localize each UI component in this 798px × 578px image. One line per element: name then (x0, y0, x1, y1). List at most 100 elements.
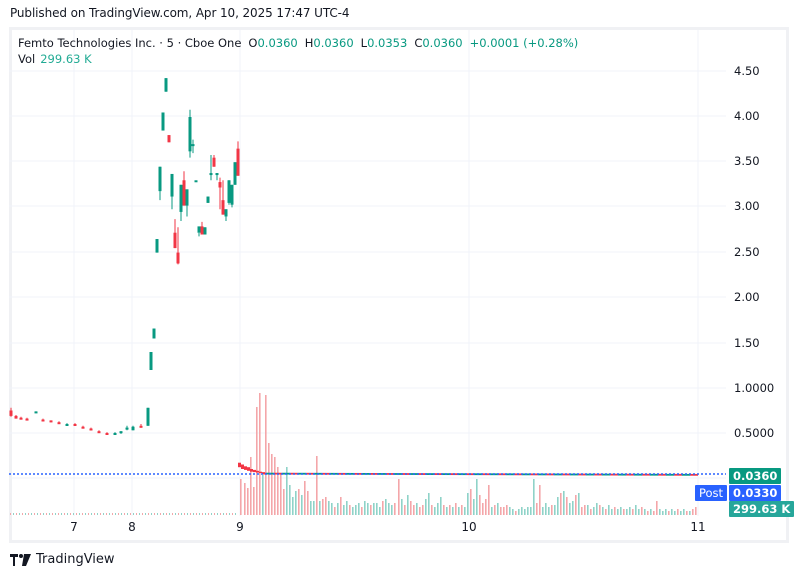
time-axis[interactable]: 7 8 9 10 11 (9, 516, 726, 540)
volume-bar (464, 507, 466, 515)
volume-bar (310, 501, 312, 515)
volume-bar (518, 509, 520, 515)
volume-bar (452, 507, 454, 515)
volume-bar (596, 503, 598, 515)
volume-bar (641, 507, 643, 515)
price-tick-label: 2.00 (734, 290, 760, 304)
volume-bar (352, 507, 354, 515)
price-tick-label: 4.00 (734, 109, 760, 123)
candle (218, 182, 222, 188)
volume-value: 299.63 K (40, 52, 92, 66)
volume-bar (337, 503, 339, 515)
volume-bar (671, 509, 673, 515)
volume-bar (434, 507, 436, 515)
volume-bar (602, 507, 604, 515)
volume-bar (419, 507, 421, 515)
tradingview-brand: TradingView (36, 552, 115, 567)
chart-plot-area[interactable] (9, 30, 726, 516)
time-tick-label: 11 (690, 520, 706, 534)
price-tick-label: 2.50 (734, 245, 760, 259)
chart-frame (9, 27, 789, 543)
volume-bar (614, 507, 616, 515)
candle (221, 200, 225, 215)
volume-bar (548, 507, 550, 515)
close-value: 0.0360 (422, 36, 463, 50)
candle (161, 112, 165, 131)
candle (227, 180, 231, 203)
volume-bar (385, 499, 387, 515)
volume-bar (692, 509, 694, 515)
volume-bar (551, 505, 553, 515)
volume-bar (358, 503, 360, 515)
candle (203, 227, 207, 235)
volume-bar (271, 454, 273, 515)
volume-bar (286, 467, 288, 515)
candle (194, 180, 198, 183)
volume-bar (437, 503, 439, 515)
volume-bar (587, 505, 589, 515)
volume-bar (253, 487, 255, 515)
volume-bar (485, 499, 487, 515)
close-label: C (414, 36, 423, 50)
candle (206, 196, 210, 203)
volume-bar (289, 485, 291, 515)
volume-bar (322, 499, 324, 515)
volume-bar (265, 395, 267, 515)
post-label-badge: Post (695, 485, 728, 501)
volume-bar (379, 507, 381, 515)
candle (81, 426, 85, 429)
volume-bar (410, 501, 412, 515)
volume-bar (695, 507, 697, 515)
volume-bar (268, 443, 270, 515)
volume-bar (394, 503, 396, 515)
volume-bar (584, 505, 586, 515)
volume-bar (277, 467, 279, 515)
volume-bar (307, 491, 309, 515)
volume-bar (298, 489, 300, 515)
candlestick-chart[interactable] (9, 30, 726, 516)
candle (49, 420, 53, 423)
time-tick-label: 9 (236, 520, 244, 534)
volume-bar (446, 507, 448, 515)
ohlc-line: Femto Technologies Inc. · 5 · Cboe One O0… (18, 35, 578, 51)
candle (185, 189, 189, 206)
volume-bar (605, 509, 607, 515)
volume-bar (677, 509, 679, 515)
volume-bar (572, 501, 574, 515)
volume-bar (497, 503, 499, 515)
volume-bar (623, 509, 625, 515)
volume-bar (425, 499, 427, 515)
volume-bar (304, 481, 306, 515)
volume-bar (334, 507, 336, 515)
volume-bar (364, 501, 366, 515)
volume-bar (686, 511, 688, 515)
volume-bar (244, 483, 246, 515)
price-tick-label: 0.5000 (734, 426, 775, 440)
published-caption: Published on TradingView.com, Apr 10, 20… (10, 6, 350, 20)
volume-bar (355, 505, 357, 515)
volume-bar (373, 503, 375, 515)
volume-line: Vol 299.63 K (18, 51, 578, 67)
volume-bar (593, 507, 595, 515)
candle (188, 117, 192, 152)
price-axis[interactable]: 4.50 4.00 3.50 3.00 2.50 2.00 1.50 1.0000 0.5000 (726, 30, 786, 516)
volume-bar (629, 507, 631, 515)
volume-bar (431, 505, 433, 515)
candle (173, 232, 177, 249)
volume-bar (524, 509, 526, 515)
low-label: L (360, 36, 368, 50)
volume-bar (292, 497, 294, 515)
volume-bar (515, 511, 517, 515)
volume-bar (461, 505, 463, 515)
volume-bar (388, 503, 390, 515)
volume-bar (404, 505, 406, 515)
volume-bar (482, 503, 484, 515)
symbol-title[interactable]: Femto Technologies Inc. · 5 · Cboe One (18, 36, 242, 50)
volume-bar (632, 509, 634, 515)
volume-bar (488, 485, 490, 515)
candle (179, 184, 183, 212)
high-label: H (304, 36, 314, 50)
volume-bar (563, 491, 565, 515)
volume-bar (262, 475, 264, 515)
candle (139, 425, 143, 428)
